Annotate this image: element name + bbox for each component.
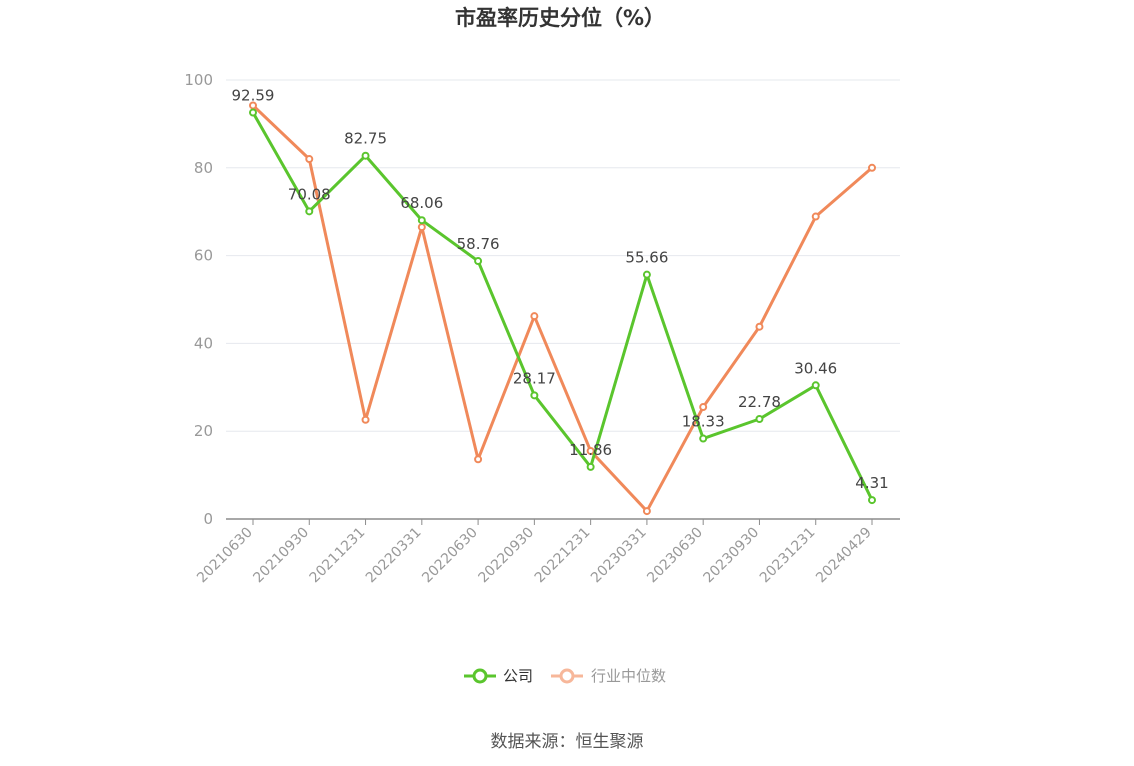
company-point[interactable] bbox=[642, 270, 651, 279]
industry-point[interactable] bbox=[642, 507, 651, 516]
x-tick-label: 20230930 bbox=[701, 525, 763, 587]
data-label: 22.78 bbox=[738, 393, 781, 411]
data-label: 58.76 bbox=[457, 235, 500, 253]
data-label: 11.86 bbox=[569, 441, 612, 459]
axes: 0204060801002021063020210930202112312022… bbox=[184, 71, 900, 586]
industry-point[interactable] bbox=[305, 155, 314, 164]
legend-company-label: 公司 bbox=[503, 667, 533, 685]
legend-company-marker bbox=[472, 668, 488, 684]
x-tick-label: 20220930 bbox=[475, 525, 537, 587]
industry-point[interactable] bbox=[586, 446, 595, 455]
industry-point[interactable] bbox=[474, 455, 483, 464]
x-tick-label: 20211231 bbox=[307, 525, 369, 587]
industry-point[interactable] bbox=[811, 212, 820, 221]
y-tick-label: 20 bbox=[194, 422, 213, 440]
x-tick-label: 20220331 bbox=[363, 525, 425, 587]
legend-item-industry-median[interactable]: 行业中位数 bbox=[551, 667, 666, 685]
chart-title: 市盈率历史分位（%） bbox=[455, 6, 665, 30]
industry-point[interactable] bbox=[699, 403, 708, 412]
y-tick-label: 40 bbox=[194, 334, 213, 352]
y-tick-label: 80 bbox=[194, 159, 213, 177]
y-tick-label: 60 bbox=[194, 247, 213, 265]
x-tick-label: 20230331 bbox=[588, 525, 650, 587]
data-label: 4.31 bbox=[855, 474, 888, 492]
x-tick-label: 20210930 bbox=[250, 525, 312, 587]
data-label: 28.17 bbox=[513, 369, 556, 387]
legend: 公司 行业中位数 bbox=[464, 667, 666, 685]
x-tick-label: 20231231 bbox=[757, 525, 819, 587]
company-point[interactable] bbox=[361, 151, 370, 160]
industry-point[interactable] bbox=[868, 163, 876, 172]
industry-point[interactable] bbox=[361, 415, 370, 424]
series-industry-line bbox=[251, 104, 873, 513]
company-point[interactable] bbox=[699, 434, 708, 443]
industry-point[interactable] bbox=[249, 101, 257, 110]
data-label: 30.46 bbox=[794, 359, 837, 377]
x-tick-label: 20220630 bbox=[419, 525, 481, 587]
x-tick-label: 20221231 bbox=[532, 525, 594, 587]
grid bbox=[226, 79, 900, 432]
company-point[interactable] bbox=[474, 257, 483, 266]
data-label: 82.75 bbox=[344, 130, 387, 148]
data-label: 92.59 bbox=[232, 87, 275, 105]
y-tick-label: 100 bbox=[184, 71, 213, 89]
x-tick-label: 20230630 bbox=[644, 525, 706, 587]
legend-item-company[interactable]: 公司 bbox=[464, 667, 533, 685]
data-label: 18.33 bbox=[682, 413, 725, 431]
x-tick-label: 20210630 bbox=[194, 525, 256, 587]
company-point[interactable] bbox=[249, 108, 257, 117]
company-point[interactable] bbox=[755, 414, 764, 423]
industry-point[interactable] bbox=[530, 312, 539, 321]
company-point[interactable] bbox=[530, 391, 539, 400]
y-tick-label: 0 bbox=[203, 510, 213, 528]
company-point[interactable] bbox=[305, 207, 314, 216]
data-label: 55.66 bbox=[625, 249, 668, 267]
series-layer bbox=[249, 101, 876, 516]
data-label: 68.06 bbox=[400, 194, 443, 212]
company-point[interactable] bbox=[586, 462, 595, 471]
legend-industry-label: 行业中位数 bbox=[591, 667, 666, 685]
legend-industry-marker bbox=[559, 668, 575, 684]
data-label: 70.08 bbox=[288, 185, 331, 203]
company-point[interactable] bbox=[868, 496, 876, 505]
data-source-note: 数据来源：恒生聚源 bbox=[491, 732, 644, 752]
industry-point[interactable] bbox=[417, 223, 426, 232]
company-point[interactable] bbox=[811, 381, 820, 390]
data-labels: 92.59 70.08 82.75 68.06 58.76 28.17 11.86 55.66… bbox=[232, 87, 889, 493]
company-point[interactable] bbox=[417, 216, 426, 225]
x-tick-label: 20240429 bbox=[813, 525, 875, 587]
industry-point[interactable] bbox=[755, 322, 764, 331]
series-company-line bbox=[251, 111, 874, 501]
